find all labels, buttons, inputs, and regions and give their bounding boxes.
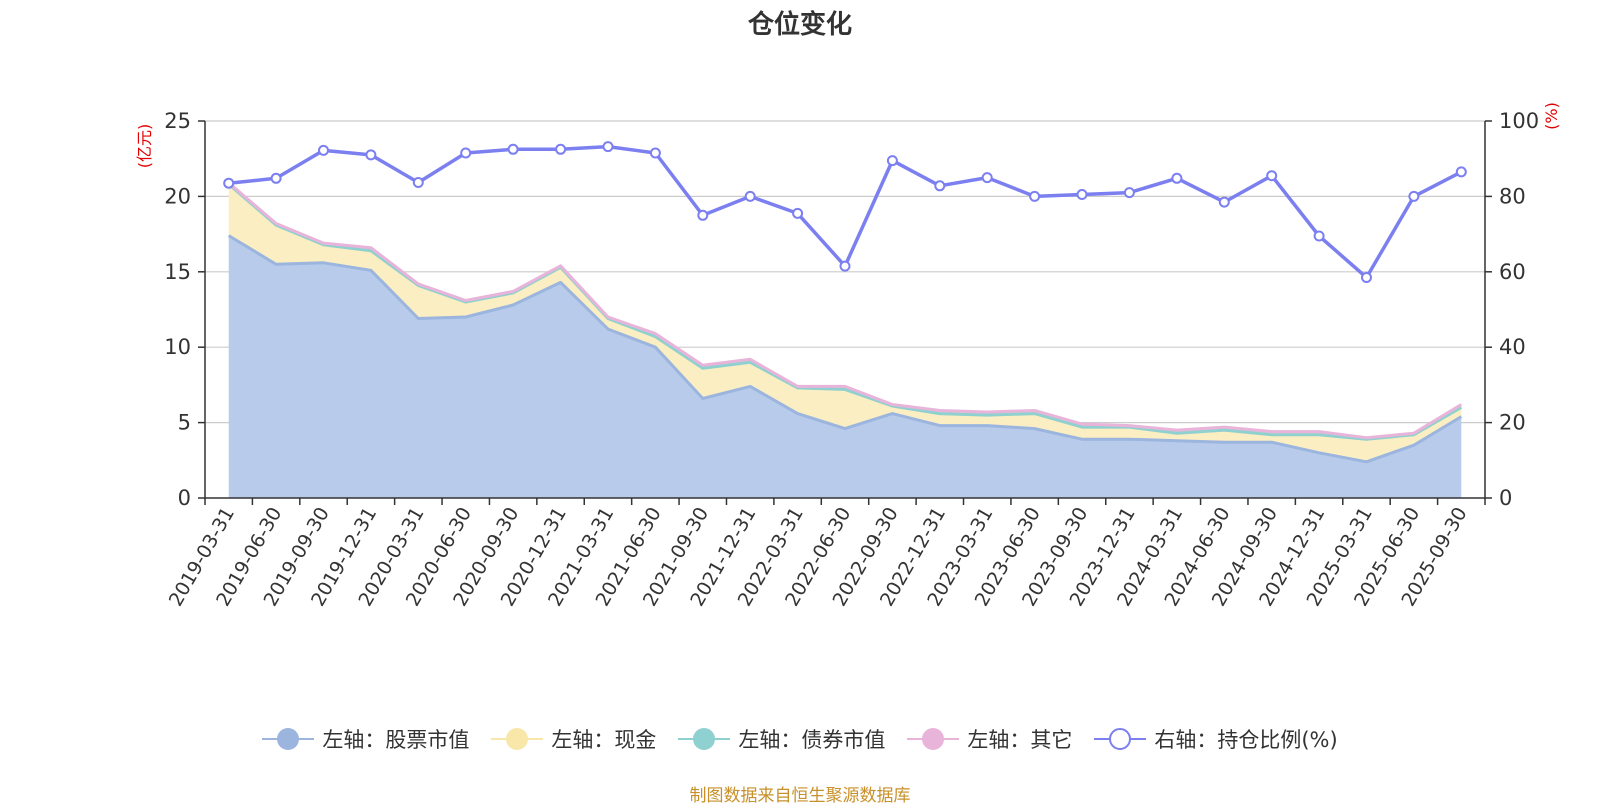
- bond-legend-icon: [678, 727, 731, 751]
- left-tick-label: 10: [164, 335, 191, 359]
- legend-label-other: 左轴：其它: [967, 728, 1073, 752]
- ratio-point: [697, 209, 709, 221]
- legend-label-stock: 左轴：股票市值: [322, 728, 470, 752]
- ratio-point: [1171, 172, 1183, 184]
- ratio-point: [744, 190, 756, 202]
- left-axis-unit: (亿元): [135, 124, 154, 169]
- ratio-point: [412, 177, 424, 188]
- legend-dot: [693, 728, 716, 750]
- ratio-point: [555, 143, 567, 155]
- right-tick-label: 60: [1499, 260, 1526, 284]
- legend-label-bond: 左轴：债券市值: [738, 728, 886, 752]
- stock-line: [227, 234, 1463, 464]
- left-tick-label: 20: [164, 184, 191, 208]
- legend-dot: [506, 728, 529, 750]
- legend-label-ratio: 右轴：持仓比例(%): [1154, 728, 1338, 752]
- chart-title: 仓位变化: [747, 10, 852, 40]
- left-tick-label: 0: [178, 486, 191, 510]
- legend-dot: [277, 728, 300, 750]
- ratio-point: [507, 143, 519, 155]
- ratio-point: [1076, 189, 1088, 200]
- right-tick-label: 100: [1499, 109, 1539, 133]
- ratio-point: [792, 207, 804, 219]
- left-tick-label: 15: [164, 260, 191, 284]
- ratio-point: [981, 172, 993, 184]
- ratio-point: [1455, 166, 1467, 178]
- ratio-point: [602, 141, 614, 153]
- other-line: [227, 181, 1463, 440]
- ratio-legend-icon: [1094, 727, 1147, 751]
- cash-area: [228, 184, 1462, 462]
- right-tick-label: 80: [1499, 184, 1526, 208]
- ratio-point: [223, 177, 235, 189]
- ratio-point: [1266, 170, 1278, 182]
- cash-legend-icon: [491, 727, 544, 751]
- left-tick-label: 5: [178, 411, 191, 435]
- ratio-point: [1313, 230, 1325, 242]
- ratio-point: [270, 172, 282, 184]
- legend-item-stock[interactable]: 左轴：股票市值: [262, 724, 469, 754]
- ratio-point: [460, 147, 472, 159]
- ratio-point: [1361, 272, 1372, 283]
- chart-legend: 左轴：股票市值 左轴：现金 左轴：债券市值 左轴：其它 右轴：持仓比例(%): [0, 724, 1600, 754]
- ratio-point: [1408, 190, 1420, 202]
- right-tick-label: 0: [1499, 486, 1512, 510]
- legend-item-cash[interactable]: 左轴：现金: [491, 724, 656, 754]
- legend-dot: [922, 728, 945, 750]
- ratio-point: [886, 155, 898, 167]
- ratio-point: [1218, 196, 1230, 208]
- ratio-point: [839, 260, 851, 272]
- right-axis-unit: (%): [1542, 102, 1561, 130]
- ratio-point: [318, 144, 329, 156]
- legend-label-cash: 左轴：现金: [551, 728, 657, 752]
- legend-item-ratio[interactable]: 右轴：持仓比例(%): [1094, 724, 1338, 754]
- ratio-point: [365, 149, 377, 161]
- ratio-point: [1029, 190, 1041, 202]
- position-chart: 0510152025020406080100(亿元)(%)2019-03-312…: [135, 102, 1561, 610]
- stock-area: [228, 235, 1462, 498]
- right-tick-label: 40: [1499, 335, 1526, 359]
- left-tick-label: 25: [164, 109, 191, 133]
- ratio-point: [649, 147, 661, 159]
- ratio-point: [934, 180, 946, 192]
- ratio-point: [1123, 187, 1135, 199]
- ratio-line: [228, 144, 1463, 280]
- legend-dot: [1109, 728, 1132, 750]
- legend-item-bond[interactable]: 左轴：债券市值: [678, 724, 885, 754]
- stock-legend-icon: [262, 727, 315, 751]
- legend-item-other[interactable]: 左轴：其它: [907, 724, 1072, 754]
- other-legend-icon: [907, 727, 960, 751]
- right-tick-label: 20: [1499, 411, 1526, 435]
- source-note: 制图数据来自恒生聚源数据库: [689, 786, 911, 806]
